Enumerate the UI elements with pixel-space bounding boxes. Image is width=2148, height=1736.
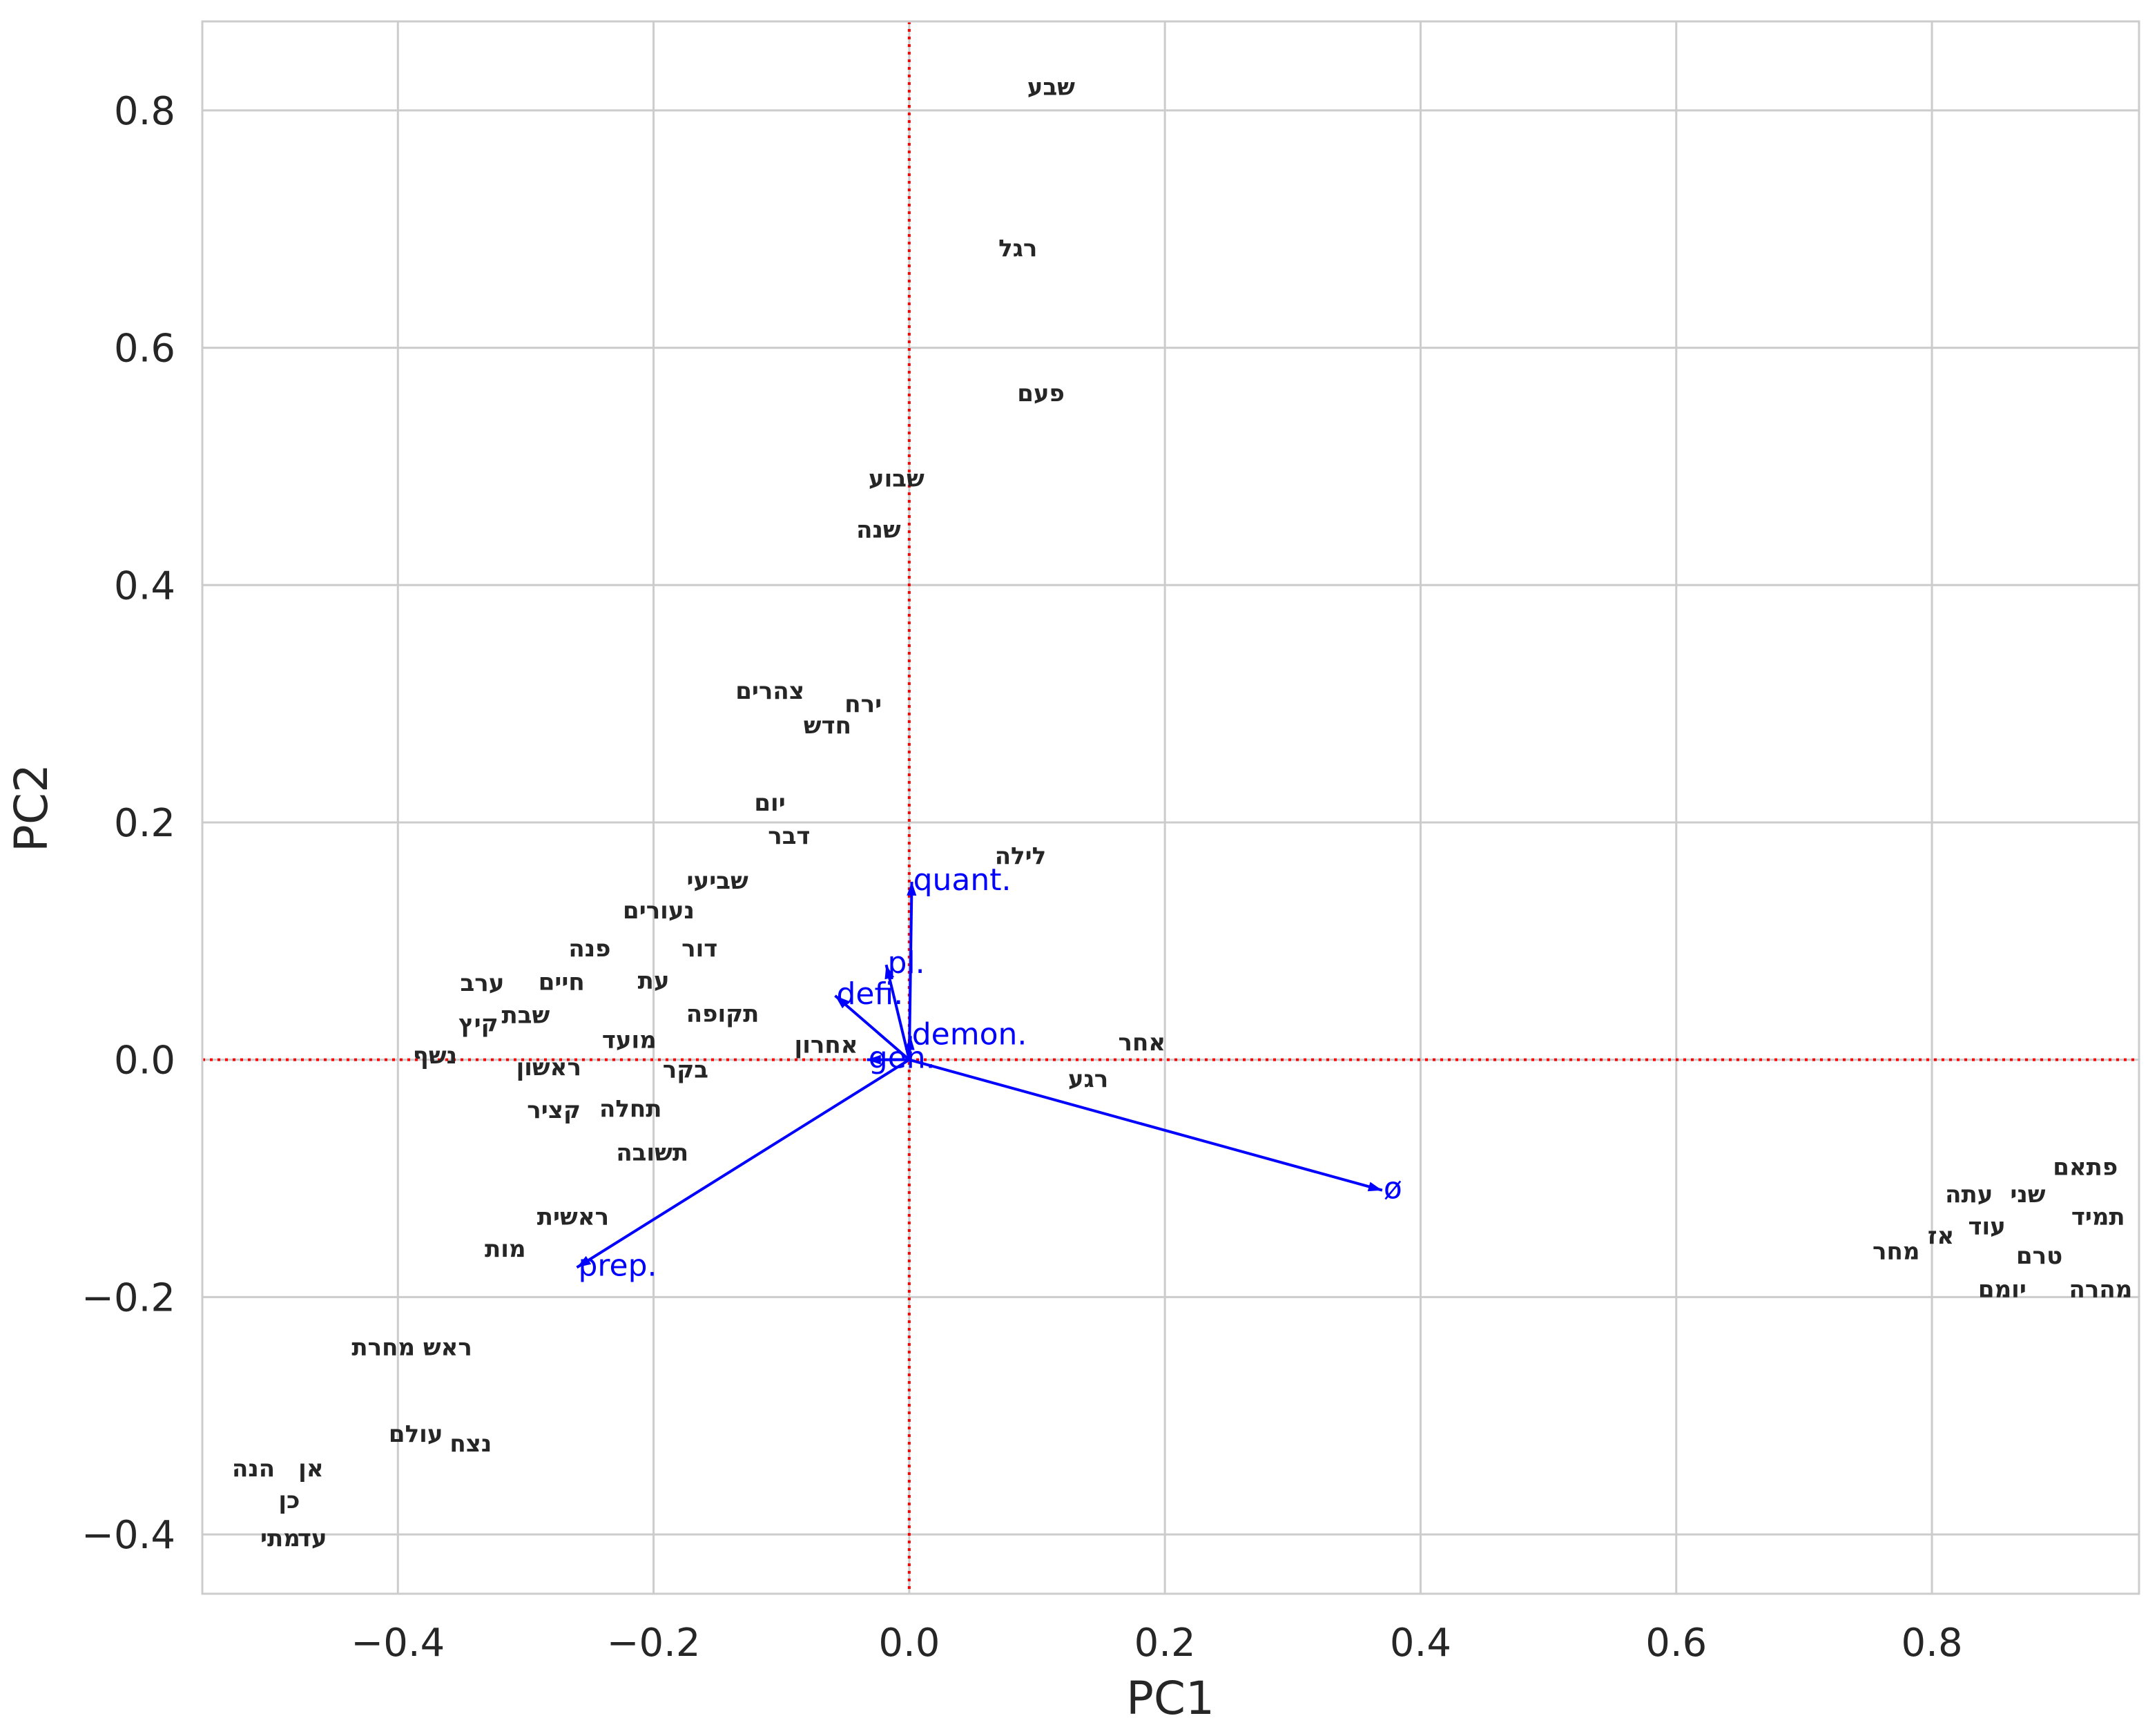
point-label: פעם: [1017, 380, 1065, 407]
y-tick-label: −0.4: [81, 1513, 175, 1558]
point-label: לילה: [995, 842, 1047, 870]
point-label: מועד: [602, 1026, 657, 1054]
point-label: טרם: [2016, 1242, 2062, 1270]
point-label: נשף: [413, 1042, 457, 1070]
point-label: מחר: [1873, 1237, 1919, 1265]
point-label: ראשון: [516, 1054, 581, 1081]
y-tick-labels: −0.4 −0.2 0.0 0.2 0.4 0.6 0.8: [81, 89, 175, 1558]
loading-vectors: quant. pl.defi.demon.gen. ø prep.: [576, 862, 1402, 1283]
point-label: ירח: [844, 691, 882, 718]
point-label: פתאם: [2053, 1153, 2118, 1181]
point-label: מתי: [260, 1525, 300, 1552]
point-label: ערב: [461, 970, 505, 997]
point-label: נעורים: [623, 897, 695, 925]
x-tick-label: 0.0: [878, 1621, 940, 1666]
point-label: מהרה: [2069, 1275, 2133, 1303]
x-tick-labels: −0.4 −0.2 0.0 0.2 0.4 0.6 0.8: [351, 1621, 1962, 1666]
point-label: תחלה: [599, 1095, 662, 1123]
vector-label: ø: [1384, 1171, 1402, 1206]
point-label: פנה: [568, 935, 610, 963]
point-label: אחר: [1119, 1029, 1166, 1057]
y-axis-label: PC2: [5, 764, 58, 852]
point-label: ראשית: [537, 1204, 609, 1231]
vector-label: defi.: [836, 976, 903, 1012]
point-label: אחרון: [795, 1031, 858, 1059]
point-label: ראש מחרת: [351, 1334, 472, 1362]
point-label: עד: [298, 1525, 327, 1552]
x-tick-label: 0.4: [1390, 1621, 1451, 1666]
vector-pl: [884, 964, 911, 1061]
point-label: קיץ: [458, 1010, 499, 1037]
vector-arrowhead: [1367, 1182, 1382, 1192]
vector-label: prep.: [578, 1248, 657, 1283]
vector-quant: [907, 881, 913, 1060]
point-label: עתה: [1945, 1181, 1993, 1208]
point-label: אז: [1928, 1222, 1954, 1250]
vector-prep: [576, 1058, 910, 1269]
plot-frame: [201, 20, 2140, 1595]
point-label: צהרים: [735, 677, 804, 705]
vector-arrowhead: [867, 1054, 881, 1065]
point-label: עוד: [1968, 1213, 2006, 1240]
point-label: אן: [298, 1455, 323, 1483]
point-label: נצח: [449, 1430, 492, 1458]
x-tick-label: 0.2: [1134, 1621, 1196, 1666]
point-label: שבע: [1027, 74, 1075, 102]
y-tick-label: 0.0: [114, 1039, 175, 1083]
x-tick-label: 0.6: [1645, 1621, 1707, 1666]
point-label: חיים: [539, 968, 585, 996]
vector-null: [909, 1058, 1383, 1192]
vector-arrowhead: [577, 1255, 592, 1268]
point-label: בקר: [663, 1056, 708, 1083]
point-label: הנה: [232, 1455, 275, 1483]
vector-label: demon.: [912, 1016, 1027, 1052]
y-tick-label: 0.2: [114, 801, 175, 846]
point-label: חדש: [804, 712, 851, 740]
vector-label: pl.: [888, 945, 925, 981]
point-label: תקופה: [686, 1001, 759, 1028]
vector-label: gen.: [869, 1041, 936, 1076]
point-label: רגע: [1068, 1065, 1108, 1093]
point-label: שני: [2010, 1181, 2045, 1208]
point-label: תשובה: [616, 1139, 688, 1167]
point-label: תמיד: [2071, 1204, 2125, 1231]
point-label: שנה: [856, 517, 901, 544]
y-tick-label: −0.2: [81, 1275, 175, 1320]
grid-lines: [202, 21, 2139, 1594]
point-label: יום: [754, 789, 785, 817]
x-tick-label: 0.8: [1902, 1621, 1963, 1666]
y-tick-label: 0.6: [114, 327, 175, 372]
vector-arrowhead: [835, 995, 849, 1009]
y-tick-label: 0.4: [114, 563, 175, 608]
x-tick-label: −0.4: [351, 1621, 445, 1666]
point-label: רגל: [998, 235, 1037, 262]
point-label: כן: [278, 1487, 300, 1514]
point-label: שבת: [502, 1001, 550, 1029]
x-tick-label: −0.2: [607, 1621, 701, 1666]
point-label: דור: [681, 935, 717, 963]
point-label: שבוע: [869, 465, 925, 493]
point-label: שביעי: [687, 867, 748, 895]
point-label: עולם: [389, 1420, 443, 1448]
point-label: קציר: [527, 1097, 581, 1124]
vector-label: quant.: [913, 862, 1012, 898]
x-axis-label: PC1: [1126, 1672, 1215, 1725]
vector-defi: [834, 994, 911, 1061]
vector-arrowhead: [904, 1036, 915, 1050]
point-label: יומם: [1978, 1275, 2026, 1303]
point-label: מות: [485, 1235, 526, 1263]
vector-arrowhead: [907, 881, 917, 896]
y-tick-label: 0.8: [114, 89, 175, 134]
vector-arrowhead: [884, 965, 895, 980]
point-label: דבר: [768, 822, 810, 850]
point-label: עת: [638, 967, 670, 995]
